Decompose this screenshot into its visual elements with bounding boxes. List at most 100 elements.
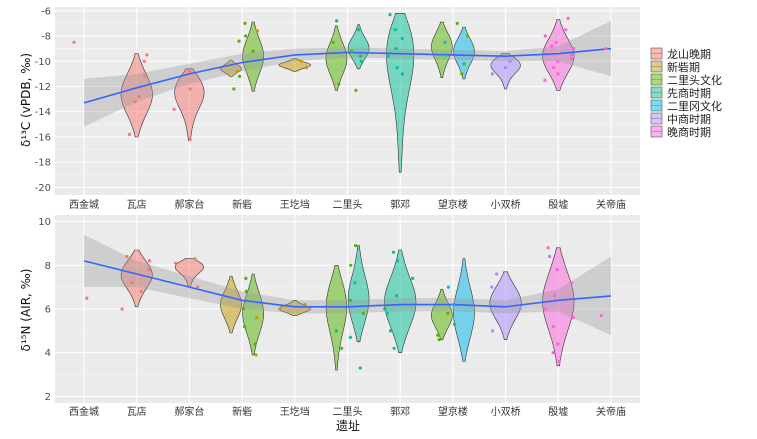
violin-二里头文化 <box>431 21 453 78</box>
data-point <box>411 276 415 280</box>
data-point <box>556 59 560 63</box>
data-point <box>361 311 365 315</box>
trend-line <box>83 47 612 104</box>
nitrogen-isotope-panel: 2 4 6 8 10 西金城 瓦店 郝家台 新砦 王圪垱 二里头 郭邓 望京楼 小双桥 殷墟 关帝庙 <box>38 215 640 418</box>
x-tick-label: 西金城 <box>69 405 99 418</box>
data-point <box>193 257 197 261</box>
data-point <box>443 53 447 57</box>
data-point <box>400 36 404 41</box>
x-tick-label: 新砦 <box>232 198 252 211</box>
data-point <box>551 351 555 355</box>
data-point <box>385 311 389 315</box>
data-point <box>147 268 151 272</box>
y-tick-label: -14 <box>35 107 51 118</box>
data-point <box>254 353 258 357</box>
data-point <box>253 342 257 346</box>
data-point <box>244 289 248 294</box>
y-tick-label: 8 <box>45 261 51 272</box>
data-point <box>490 72 494 76</box>
data-point <box>570 281 574 285</box>
data-point <box>337 82 341 86</box>
legend-label: 二里冈文化 <box>667 99 722 113</box>
y-tick-label: -18 <box>35 158 51 169</box>
data-point <box>244 34 248 38</box>
data-point <box>187 69 192 73</box>
data-point <box>462 62 466 66</box>
data-point <box>395 66 399 70</box>
data-point <box>349 49 354 53</box>
y-tick-label: 2 <box>45 392 51 403</box>
data-point <box>358 54 363 58</box>
data-point <box>543 78 547 82</box>
x-tick-label: 王圪垱 <box>280 198 310 211</box>
data-point <box>72 40 76 44</box>
data-point <box>251 49 255 53</box>
data-point <box>503 66 508 70</box>
data-point <box>357 28 361 32</box>
data-point <box>133 100 137 104</box>
violin-中商时期 <box>490 53 521 90</box>
x-tick-label: 新砦 <box>232 405 252 418</box>
y-tick-label: -6 <box>41 6 51 17</box>
data-point <box>557 359 561 364</box>
data-point <box>241 307 245 311</box>
x-tick-label: 王圪垱 <box>280 405 310 418</box>
data-point <box>546 246 550 250</box>
x-tick-label: 小双桥 <box>491 199 521 211</box>
x-tick-label: 瓦店 <box>127 405 147 418</box>
data-point <box>569 57 573 61</box>
data-point <box>465 34 470 38</box>
data-point <box>455 21 459 25</box>
x-tick-label: 郝家台 <box>174 405 204 418</box>
data-point <box>551 324 555 329</box>
data-point <box>359 59 363 63</box>
data-point <box>232 87 236 91</box>
data-point <box>495 272 499 276</box>
x-tick-label: 西金城 <box>69 198 99 211</box>
data-point <box>174 261 178 265</box>
data-point <box>340 346 344 350</box>
data-point <box>451 303 456 307</box>
violin-先商时期 <box>347 24 370 70</box>
data-point <box>299 59 303 63</box>
data-point <box>358 366 362 370</box>
nitrogen-y-axis-title: δ¹⁵N (AIR, ‰) <box>19 269 33 352</box>
data-point <box>386 54 390 58</box>
y-tick-label: 6 <box>45 305 51 316</box>
violin-晚商时期 <box>542 19 575 91</box>
x-tick-label: 二里头 <box>333 406 363 418</box>
data-point <box>242 324 247 329</box>
x-tick-label: 瓦店 <box>127 198 147 211</box>
data-point <box>303 303 307 307</box>
data-point <box>243 21 247 25</box>
data-point <box>543 307 548 311</box>
y-tick-label: -16 <box>35 132 51 143</box>
data-point <box>142 59 146 63</box>
y-tick-label: -8 <box>41 32 51 43</box>
data-point <box>490 285 494 289</box>
data-point <box>137 95 141 99</box>
violin-二里头文化 <box>325 264 348 371</box>
data-point <box>172 107 176 111</box>
data-point <box>196 285 200 289</box>
violin-二里头文化 <box>430 288 453 340</box>
x-tick-label: 郝家台 <box>174 198 204 211</box>
data-point <box>130 281 134 285</box>
data-point <box>548 254 552 259</box>
data-point <box>491 329 495 333</box>
data-point <box>437 338 441 342</box>
data-point <box>383 307 387 311</box>
x-tick-label: 关帝庙 <box>596 198 626 211</box>
data-point <box>543 34 547 38</box>
data-point <box>604 47 608 51</box>
data-point <box>388 329 393 333</box>
data-point <box>388 13 392 17</box>
violin-先商时期 <box>347 245 370 343</box>
data-point <box>354 88 358 92</box>
violin-龙山晚期 <box>174 68 205 141</box>
data-point <box>235 69 239 73</box>
data-point <box>556 72 560 76</box>
legend-label: 龙山晚期 <box>667 48 711 61</box>
violin-先商时期 <box>384 249 417 354</box>
